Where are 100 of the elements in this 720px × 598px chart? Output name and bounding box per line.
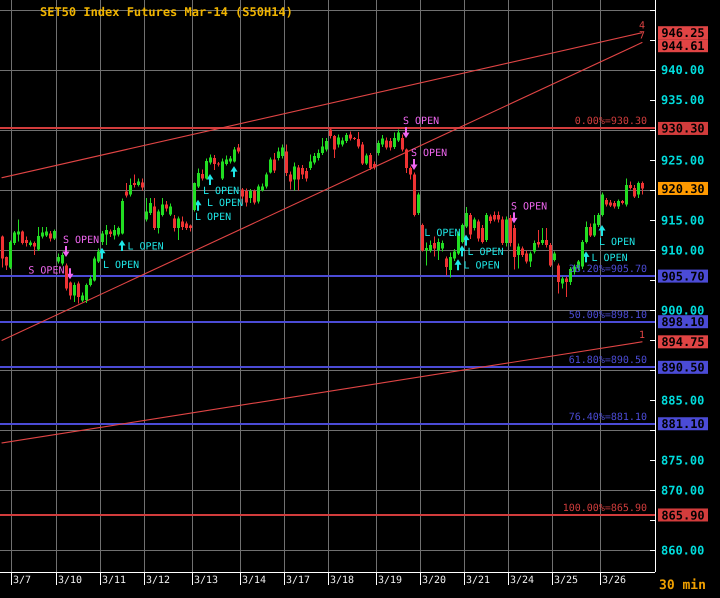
candlestick	[473, 216, 476, 231]
candlestick	[449, 252, 452, 278]
candlestick	[433, 236, 436, 257]
candlestick	[481, 224, 484, 244]
candlestick	[149, 198, 152, 216]
ref-line-label: 61.80%=890.50	[568, 355, 647, 366]
candlestick	[497, 210, 500, 224]
candlestick	[445, 256, 448, 276]
candlestick	[169, 202, 172, 217]
data-label: 894.75	[661, 335, 705, 350]
data-label: S OPEN	[28, 266, 65, 277]
candlestick	[385, 136, 388, 150]
candlestick	[633, 184, 636, 199]
candlestick	[157, 208, 160, 234]
candlestick	[489, 214, 492, 224]
candlestick	[349, 130, 352, 141]
candlestick	[393, 132, 396, 150]
text: 920.30	[661, 182, 705, 196]
candlestick	[589, 222, 592, 238]
data-label: L OPEN	[103, 260, 140, 271]
text: 890.50	[661, 360, 705, 375]
text: 881.10	[661, 417, 705, 432]
data-label: S OPEN	[63, 234, 100, 246]
candlestick	[365, 153, 368, 166]
candlestick	[165, 200, 168, 212]
candlestick	[133, 174, 136, 188]
candlestick	[517, 243, 520, 269]
data-label: L OPEN	[207, 198, 244, 210]
candlestick	[429, 240, 432, 254]
candlestick	[637, 180, 640, 199]
candlestick	[237, 144, 240, 154]
candlestick	[541, 228, 544, 246]
candlestick	[153, 198, 156, 230]
candlestick	[441, 240, 444, 252]
candlestick	[585, 220, 588, 244]
x-tick-label: 3/24	[510, 575, 534, 586]
ref-line-label: 100.00%=865.90	[562, 503, 647, 514]
legend-label: 4	[638, 20, 646, 32]
candlestick	[289, 171, 292, 190]
candlestick	[545, 228, 548, 248]
candlestick	[625, 178, 628, 207]
candlestick	[493, 210, 496, 222]
x-tick-label: 3/13	[194, 575, 218, 586]
candlestick	[77, 281, 80, 304]
candlestick	[321, 138, 324, 156]
candlestick	[1, 234, 4, 268]
candlestick	[173, 214, 176, 232]
candlestick	[529, 250, 532, 268]
x-tick-label: 3/18	[330, 575, 354, 586]
candlestick	[105, 224, 108, 246]
text: 865.90	[661, 508, 705, 522]
data-label: S OPEN	[403, 116, 440, 128]
candlestick	[25, 236, 28, 248]
candlestick	[281, 144, 284, 159]
candlestick	[301, 164, 304, 180]
x-tick-label: 3/7	[12, 575, 32, 586]
data-label: L OPEN	[464, 260, 500, 272]
candlestick	[125, 182, 128, 198]
candlestick	[553, 250, 556, 262]
candlestick	[249, 188, 252, 204]
x-tick-label: 3/26	[602, 575, 626, 586]
candlestick	[37, 226, 40, 252]
chart-title: SET50 Index Futures Mar-14 (S50H14)	[40, 5, 293, 19]
candlestick	[53, 228, 56, 241]
candlestick	[477, 219, 480, 242]
candlestick	[221, 158, 224, 181]
data-label: L OPEN	[128, 241, 164, 252]
x-tick-label: 3/19	[378, 575, 402, 586]
candlestick	[33, 240, 36, 256]
y-tick-label: 915.00	[661, 213, 704, 228]
candlestick	[181, 216, 184, 230]
data-label: L OPEN	[599, 236, 636, 248]
candlestick	[417, 192, 420, 216]
candlestick	[253, 189, 256, 206]
candlestick	[333, 134, 336, 158]
candlestick	[85, 282, 88, 304]
candlestick	[317, 148, 320, 161]
candlestick	[21, 230, 24, 245]
candlestick	[401, 134, 404, 152]
data-label: S OPEN	[511, 201, 548, 212]
candlestick	[313, 152, 316, 165]
candlestick	[377, 140, 380, 156]
candlestick	[537, 229, 540, 248]
candlestick	[305, 168, 308, 182]
data-label: 944.61	[661, 39, 705, 54]
data-label: L OPEN	[203, 186, 240, 197]
candlestick	[345, 132, 348, 144]
candlestick	[201, 168, 204, 182]
candlestick	[617, 198, 620, 210]
candlestick	[177, 216, 180, 241]
candlestick	[309, 154, 312, 170]
candlestick	[533, 240, 536, 254]
x-tick-label: 3/12	[146, 575, 170, 586]
candlestick	[233, 146, 236, 164]
y-tick-label: 935.00	[661, 93, 704, 108]
candlestick	[297, 164, 300, 191]
candlestick	[505, 216, 508, 248]
y-tick-label: 875.00	[661, 453, 704, 468]
candlestick	[129, 178, 132, 197]
data-label: S OPEN	[411, 148, 448, 159]
